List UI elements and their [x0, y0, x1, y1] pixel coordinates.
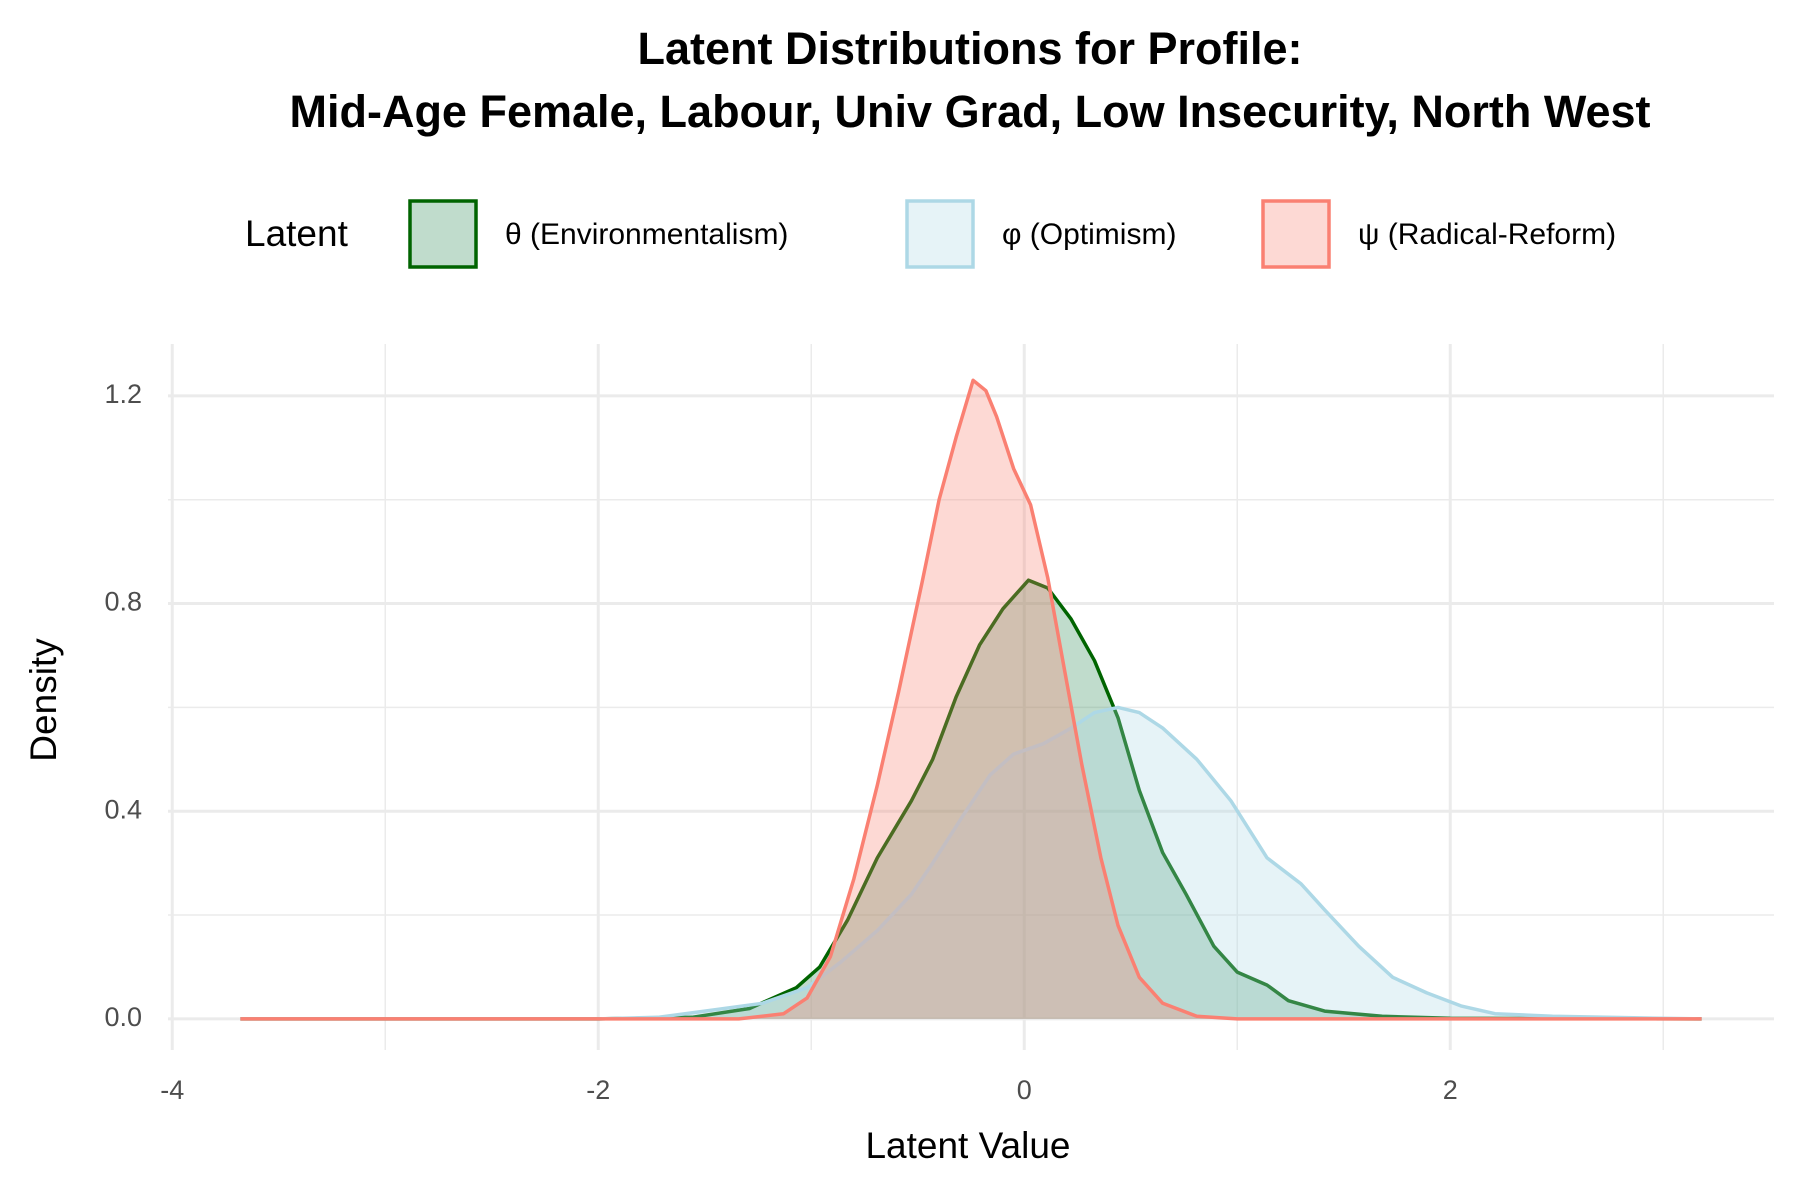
x-tick-label: 0	[1017, 1075, 1032, 1105]
x-tick-label: 2	[1443, 1075, 1458, 1105]
y-tick-label: 1.2	[104, 379, 142, 409]
density-area	[240, 580, 1702, 1019]
x-tick-label: -4	[160, 1075, 184, 1105]
y-tick-label: 0.4	[104, 794, 142, 824]
legend-label: ψ (Radical-Reform)	[1358, 218, 1616, 251]
density-line	[240, 378, 1702, 1021]
legend-key	[408, 199, 478, 269]
legend-title: Latent	[245, 213, 349, 254]
x-tick-label: -2	[586, 1075, 610, 1105]
chart-subtitle: Mid-Age Female, Labour, Univ Grad, Low I…	[289, 86, 1650, 137]
density-line	[240, 705, 1702, 1021]
legend-key	[905, 199, 975, 269]
legend-label: θ (Environmentalism)	[505, 218, 788, 251]
y-tick-label: 0.8	[104, 587, 142, 617]
x-axis-label: Latent Value	[865, 1125, 1070, 1166]
legend-label: φ (Optimism)	[1002, 218, 1176, 251]
density-area	[240, 707, 1702, 1019]
y-axis-label: Density	[23, 638, 64, 762]
legend-key	[1261, 199, 1331, 269]
density-area	[240, 380, 1702, 1019]
y-tick-label: 0.0	[104, 1002, 142, 1032]
density-line	[240, 578, 1702, 1021]
chart-title: Latent Distributions for Profile:	[637, 23, 1302, 74]
